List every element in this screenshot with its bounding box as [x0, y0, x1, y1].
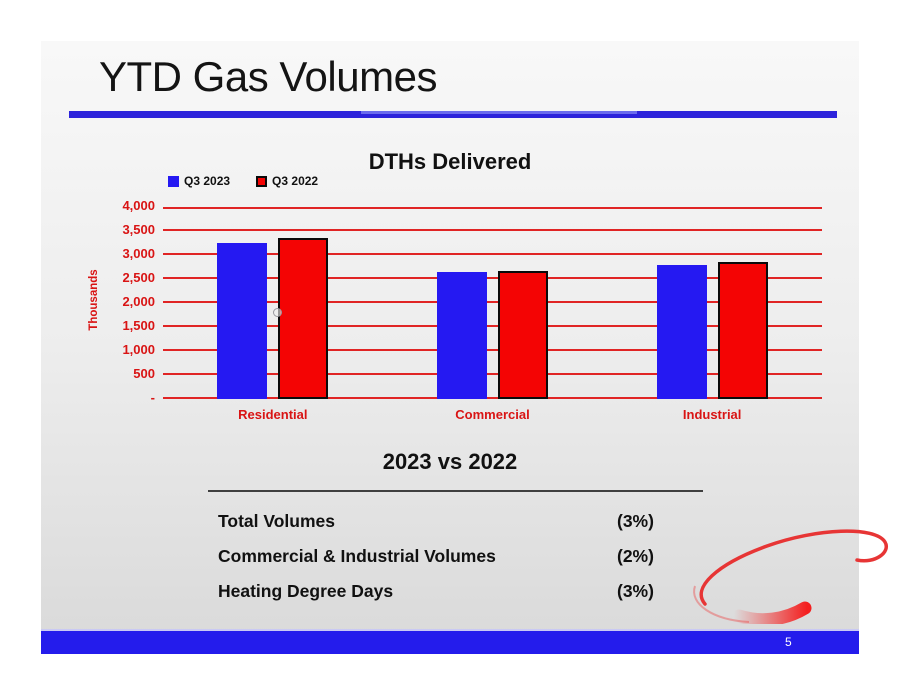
chart-title: DTHs Delivered — [368, 149, 532, 174]
swoosh-logo — [693, 529, 888, 624]
title-underline — [69, 111, 837, 118]
bar-commercial-q3-2023 — [437, 272, 487, 399]
gridline — [163, 253, 822, 255]
footer-bar: 5 — [41, 629, 859, 654]
legend-item-q3-2022: Q3 2022 — [256, 174, 318, 188]
gridline — [163, 349, 822, 351]
gridline — [163, 277, 822, 279]
category-label-industrial: Industrial — [682, 407, 742, 422]
gridline — [163, 301, 822, 303]
y-tick-label: 3,000 — [122, 246, 155, 261]
y-tick-label: 1,500 — [122, 318, 155, 333]
gridline — [163, 207, 822, 209]
comparison-heading: 2023 vs 2022 — [382, 449, 518, 474]
y-tick-label: 3,500 — [122, 222, 155, 237]
slide-canvas: YTD Gas Volumes DTHs Delivered Q3 2023 Q… — [41, 41, 888, 654]
y-tick-label: - — [150, 390, 155, 405]
comparison-table: Total Volumes (3%) Commercial & Industri… — [218, 511, 698, 616]
y-tick-label: 500 — [133, 366, 155, 381]
y-axis-ticks: - 500 1,000 1,500 2,000 2,500 3,000 3,500 4,000 — [81, 198, 155, 405]
y-tick-label: 2,000 — [122, 294, 155, 309]
gridline — [163, 229, 822, 231]
comparison-divider — [208, 490, 703, 492]
bar-industrial-q3-2022 — [717, 262, 768, 399]
comparison-row: Commercial & Industrial Volumes (2%) — [218, 546, 698, 581]
gridline — [163, 325, 822, 327]
slide-title: YTD Gas Volumes — [99, 53, 437, 100]
legend-item-q3-2023: Q3 2023 — [168, 174, 230, 188]
gridline — [163, 397, 822, 399]
y-tick-label: 1,000 — [122, 342, 155, 357]
legend-label: Q3 2023 — [184, 174, 231, 188]
y-tick-label: 2,500 — [122, 270, 155, 285]
row-value: (3%) — [617, 511, 654, 531]
x-category-labels: Residential Commercial Industrial — [163, 407, 822, 427]
bar-residential-q3-2023 — [217, 243, 268, 399]
row-label: Commercial & Industrial Volumes — [218, 546, 496, 566]
gridline — [163, 373, 822, 375]
stray-marker-dot — [273, 308, 282, 317]
bar-commercial-q3-2022 — [498, 271, 548, 399]
row-value: (2%) — [617, 546, 654, 566]
bar-residential-q3-2022 — [278, 238, 329, 399]
chart-legend: Q3 2023 Q3 2022 — [168, 174, 318, 188]
row-value: (3%) — [617, 581, 654, 601]
legend-swatch-q3-2023 — [168, 175, 179, 187]
legend-label: Q3 2022 — [272, 174, 319, 188]
category-label-commercial: Commercial — [455, 407, 530, 422]
page-number: 5 — [785, 635, 792, 649]
legend-swatch-q3-2022 — [256, 175, 268, 187]
bar-industrial-q3-2023 — [656, 265, 707, 399]
y-tick-label: 4,000 — [122, 198, 155, 213]
row-label: Total Volumes — [218, 511, 336, 531]
category-label-residential: Residential — [238, 407, 308, 422]
comparison-row: Heating Degree Days (3%) — [218, 581, 698, 616]
plot-area — [163, 207, 822, 399]
row-label: Heating Degree Days — [218, 581, 394, 601]
comparison-row: Total Volumes (3%) — [218, 511, 698, 546]
